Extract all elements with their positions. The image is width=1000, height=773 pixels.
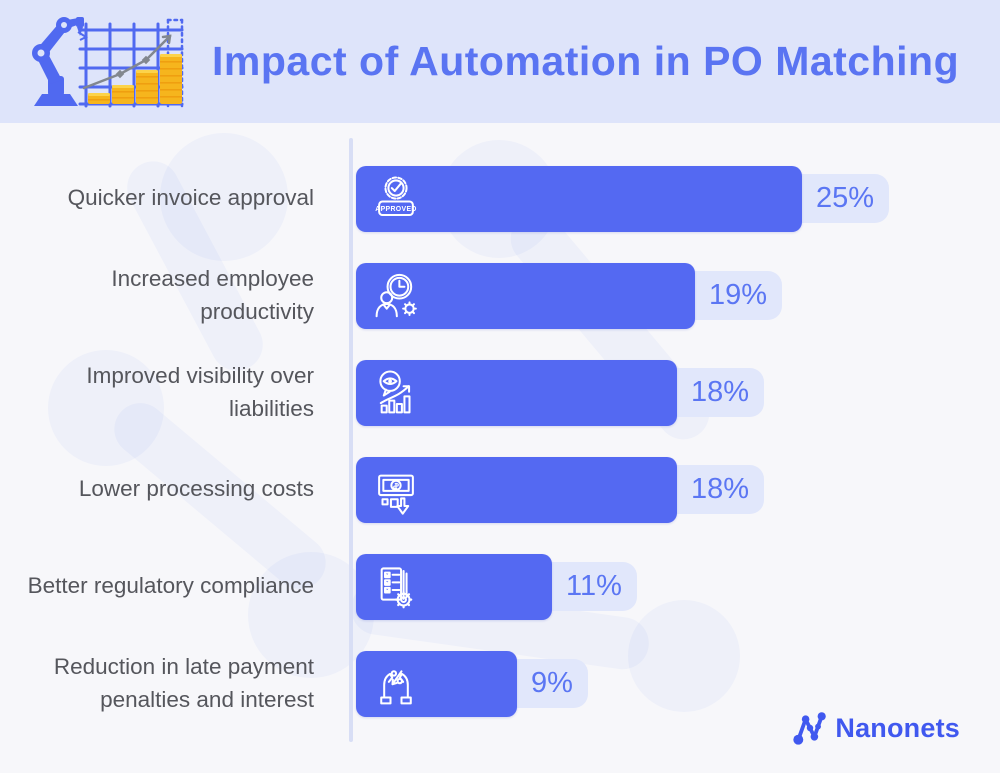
chart-axis-line bbox=[349, 138, 353, 742]
chart-row: Improved visibility over liabilities 18% bbox=[0, 344, 1000, 441]
category-label: Reduction in late payment penalties and … bbox=[53, 653, 314, 712]
value-badge: 18% bbox=[663, 368, 765, 417]
nanonets-logo-icon bbox=[793, 712, 827, 745]
chart-row: Increased employee productivity 19% bbox=[0, 247, 1000, 344]
category-label: Increased employee productivity bbox=[111, 265, 314, 324]
category-label: Quicker invoice approval bbox=[67, 185, 314, 211]
bar-chart: Quicker invoice approval APPROVED 25% In… bbox=[0, 150, 1000, 732]
watermark-node bbox=[48, 350, 164, 466]
data-bar bbox=[356, 650, 517, 717]
bar-wrap: 11% bbox=[356, 553, 637, 620]
hands-percent-icon bbox=[380, 669, 412, 704]
data-bar bbox=[356, 456, 677, 523]
employee-productivity-icon bbox=[375, 273, 417, 317]
bar-wrap: 18% bbox=[356, 359, 765, 426]
chart-row: Lower processing costs 18% bbox=[0, 441, 1000, 538]
category-label: Better regulatory compliance bbox=[27, 573, 314, 599]
watermark-node bbox=[160, 133, 288, 261]
watermark-node bbox=[248, 552, 374, 678]
robot-arm-growth-chart-icon bbox=[32, 16, 184, 107]
chart-row: Better regulatory compliance 11% bbox=[0, 538, 1000, 635]
data-bar: APPROVED bbox=[356, 165, 802, 232]
value-badge: 18% bbox=[663, 465, 765, 514]
value-badge: 25% bbox=[788, 174, 890, 223]
value-badge: 11% bbox=[538, 562, 637, 611]
lower-cost-icon bbox=[378, 474, 414, 515]
brand-name: Nanonets bbox=[835, 712, 960, 743]
svg-text:APPROVED: APPROVED bbox=[375, 206, 416, 213]
chart-row: Quicker invoice approval APPROVED 25% bbox=[0, 150, 1000, 247]
data-bar bbox=[356, 553, 552, 620]
brand-logo: Nanonets bbox=[792, 709, 960, 747]
bar-wrap: 18% bbox=[356, 456, 765, 523]
compliance-checklist-icon bbox=[380, 566, 413, 608]
watermark-node bbox=[628, 600, 740, 712]
bar-wrap: APPROVED 25% bbox=[356, 165, 890, 232]
data-bar bbox=[356, 262, 695, 329]
category-label: Lower processing costs bbox=[78, 476, 314, 502]
data-bar bbox=[356, 359, 677, 426]
visibility-analytics-icon bbox=[379, 369, 411, 413]
category-label: Improved visibility over liabilities bbox=[86, 362, 314, 421]
value-badge: 19% bbox=[681, 271, 783, 320]
value-badge: 9% bbox=[503, 659, 588, 708]
chart-row: Reduction in late payment penalties and … bbox=[0, 635, 1000, 732]
page-title: Impact of Automation in PO Matching bbox=[212, 38, 960, 84]
header-banner: Impact of Automation in PO Matching bbox=[0, 0, 1000, 123]
bar-wrap: 19% bbox=[356, 262, 783, 329]
bar-wrap: 9% bbox=[356, 650, 588, 717]
approved-stamp-icon: APPROVED bbox=[375, 175, 416, 216]
